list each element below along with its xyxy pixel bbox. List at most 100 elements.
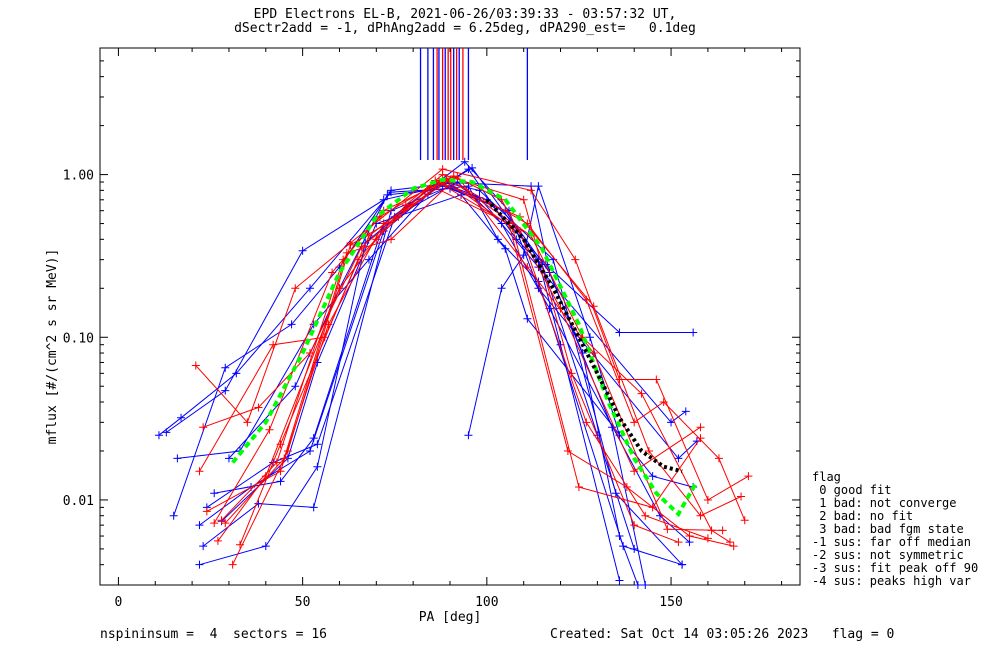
data-point-marker — [674, 538, 683, 547]
data-point-marker — [648, 503, 657, 512]
data-point-marker — [689, 328, 698, 337]
data-point-marker — [630, 467, 639, 476]
series-line — [221, 194, 694, 522]
data-point-marker — [619, 542, 628, 551]
data-point-marker — [578, 333, 587, 342]
data-point-marker — [464, 431, 473, 440]
data-point-marker — [501, 244, 510, 253]
data-point-marker — [615, 576, 624, 585]
data-point-marker — [703, 534, 712, 543]
data-point-marker — [328, 268, 337, 277]
data-point-marker — [667, 418, 676, 427]
data-point-marker — [648, 472, 657, 481]
data-point-marker — [291, 284, 300, 293]
x-axis-label: PA [deg] — [419, 610, 482, 625]
series-line — [173, 182, 646, 586]
y-tick-label: 0.10 — [63, 331, 94, 346]
data-point-marker — [571, 255, 580, 264]
data-point-marker — [696, 434, 705, 443]
data-point-marker — [169, 511, 178, 520]
x-tick-label: 100 — [475, 595, 498, 610]
data-point-marker — [313, 440, 322, 449]
flag-legend: flag 0 good fit 1 bad: not converge 2 ba… — [812, 471, 978, 588]
series-line — [206, 181, 690, 543]
data-point-marker — [210, 489, 219, 498]
data-point-marker — [306, 284, 314, 293]
data-point-marker — [589, 349, 598, 358]
data-point-marker — [534, 182, 543, 191]
data-point-marker — [210, 519, 219, 528]
data-point-marker — [737, 492, 746, 501]
y-tick-label: 1.00 — [63, 169, 94, 184]
x-tick-label: 50 — [295, 595, 311, 610]
data-point-marker — [291, 382, 300, 391]
data-point-marker — [740, 516, 749, 525]
x-tick-label: 150 — [659, 595, 682, 610]
data-point-marker — [276, 440, 285, 449]
data-point-marker — [346, 240, 355, 249]
data-point-marker — [276, 477, 285, 486]
chart-title-line1: EPD Electrons EL-B, 2021-06-26/03:39:33 … — [253, 7, 677, 22]
data-point-marker — [195, 467, 204, 476]
data-point-marker — [387, 235, 396, 244]
data-point-marker — [154, 431, 163, 440]
data-point-marker — [523, 263, 532, 272]
data-point-marker — [696, 511, 705, 520]
data-point-marker — [744, 472, 753, 481]
data-point-marker — [221, 519, 230, 528]
data-point-marker — [637, 389, 646, 398]
data-point-marker — [615, 328, 624, 337]
data-point-marker — [696, 423, 705, 432]
data-point-marker — [254, 499, 263, 508]
series-line — [213, 185, 734, 547]
data-point-marker — [567, 369, 576, 378]
data-point-marker — [191, 361, 200, 370]
data-point-marker — [221, 386, 230, 395]
y-tick-label: 0.01 — [63, 494, 94, 509]
data-point-marker — [298, 246, 307, 255]
data-point-marker — [519, 251, 528, 260]
data-point-marker — [202, 507, 211, 516]
data-point-marker — [644, 446, 653, 455]
data-point-marker — [630, 418, 639, 427]
legend-item: 2 bad: no fit — [812, 509, 914, 523]
data-point-marker — [497, 219, 506, 228]
data-point-marker — [574, 483, 583, 492]
data-point-marker — [685, 532, 694, 541]
data-point-marker — [611, 489, 620, 498]
data-point-marker — [224, 454, 233, 463]
data-point-marker — [460, 157, 469, 166]
plot-frame — [99, 47, 801, 586]
data-point-marker — [195, 560, 204, 569]
data-point-marker — [729, 542, 738, 551]
data-point-marker — [663, 525, 672, 534]
series-line — [199, 183, 687, 566]
data-point-marker — [353, 255, 362, 264]
data-point-marker — [306, 446, 314, 455]
series-line — [467, 184, 620, 436]
data-point-marker — [497, 284, 506, 293]
data-point-marker — [213, 536, 222, 545]
data-point-marker — [493, 235, 502, 244]
data-point-marker — [383, 190, 392, 199]
data-point-marker — [633, 581, 642, 589]
data-point-marker — [265, 425, 274, 434]
legend-item: -4 sus: peaks high var — [812, 574, 971, 588]
data-point-marker — [523, 314, 532, 323]
data-point-marker — [582, 418, 591, 427]
data-point-marker — [261, 542, 270, 551]
data-point-marker — [177, 413, 186, 422]
data-point-marker — [309, 434, 318, 443]
data-point-marker — [641, 581, 650, 589]
data-point-marker — [703, 495, 712, 504]
data-point-marker — [678, 560, 687, 569]
data-point-marker — [173, 454, 182, 463]
data-point-marker — [527, 186, 536, 195]
data-point-marker — [162, 428, 171, 437]
data-point-marker — [228, 560, 237, 569]
legend-title: flag — [812, 470, 841, 484]
series-line — [221, 179, 701, 521]
data-point-marker — [438, 170, 447, 179]
y-axis-label: mflux [#/(cm^2 s sr MeV)] — [45, 249, 60, 445]
